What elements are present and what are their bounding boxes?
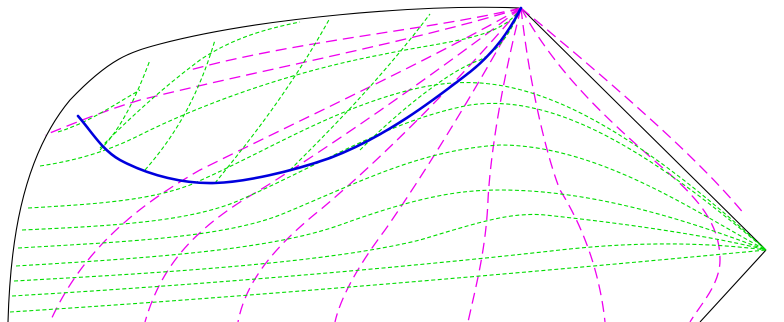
short-dash-curve <box>15 189 767 267</box>
long-dash-curve <box>189 7 522 71</box>
long-dash-curve <box>520 7 606 322</box>
highlight-curve <box>76 6 523 185</box>
long-dash-curve <box>520 7 746 216</box>
short-dash-curve <box>144 39 216 171</box>
short-dash-curve <box>99 59 151 151</box>
boundary-right-edge <box>520 7 767 251</box>
short-dash-curve <box>17 144 767 251</box>
short-dash-curve <box>39 7 522 167</box>
boundary-outer-curve <box>7 6 522 322</box>
long-dash-curve <box>467 7 522 322</box>
long-dash-curve <box>49 7 522 322</box>
short-dash-family <box>9 7 767 313</box>
short-dash-curve <box>359 7 522 151</box>
short-dash-curve <box>214 17 331 184</box>
short-dash-curve <box>11 243 767 297</box>
short-dash-curve <box>27 82 767 251</box>
long-dash-curve <box>44 7 522 136</box>
short-dash-curve <box>13 213 767 282</box>
short-dash-curve <box>9 249 767 313</box>
long-dash-curve <box>520 7 721 322</box>
long-dash-family <box>44 7 746 322</box>
long-dash-curve <box>144 7 522 322</box>
short-dash-curve <box>99 21 301 149</box>
long-dash-curve <box>237 7 522 322</box>
short-dash-curve <box>57 89 141 133</box>
short-dash-curve <box>289 13 431 171</box>
long-dash-curve <box>334 7 522 322</box>
boundary-bottom-right-edge <box>699 249 767 322</box>
